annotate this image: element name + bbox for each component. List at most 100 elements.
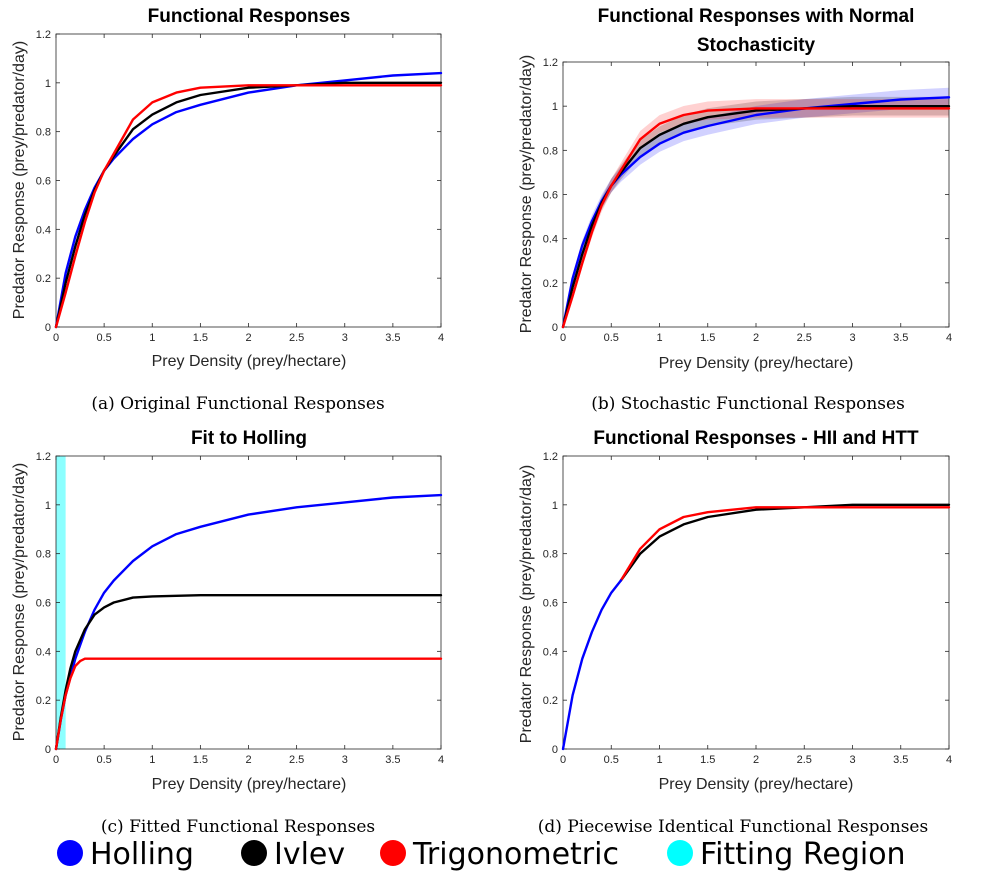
y-tick-label: 1.2 bbox=[36, 29, 51, 41]
fitting-region-shade bbox=[56, 456, 66, 749]
x-tick-label: 2 bbox=[753, 332, 759, 344]
x-tick-label: 2.5 bbox=[289, 332, 304, 344]
x-tick-label: 3.5 bbox=[385, 332, 400, 344]
x-tick-label: 1 bbox=[656, 754, 662, 766]
y-tick-label: 1.2 bbox=[543, 57, 558, 69]
axes-frame bbox=[562, 455, 950, 750]
band-ivlev bbox=[563, 96, 949, 328]
x-tick-label: 3.5 bbox=[893, 754, 908, 766]
panel-d-plot: 0 0.5 1 1.5 2 2.5 3 3.5 4 0 0.2 0.4 0.6 0.8 1 1.2 bbox=[543, 451, 952, 766]
series-line-trig bbox=[54, 84, 443, 329]
x-tick-label: 3.5 bbox=[385, 754, 400, 766]
y-tick-label: 1.2 bbox=[36, 451, 51, 463]
y-tick-label: 0.6 bbox=[36, 598, 51, 610]
x-tick-label: 1.5 bbox=[700, 754, 715, 766]
y-tick-label: 1 bbox=[45, 78, 51, 90]
x-tick-label: 4 bbox=[946, 332, 952, 344]
series-line-ivlev bbox=[54, 81, 443, 329]
x-tick-label: 1.5 bbox=[193, 754, 208, 766]
x-tick-label: 0.5 bbox=[96, 332, 111, 344]
legend-marker-fitting-region bbox=[667, 840, 693, 866]
y-tick-label: 0.6 bbox=[543, 190, 558, 202]
x-tick-label: 1.5 bbox=[193, 332, 208, 344]
series-line-ivlev bbox=[54, 594, 443, 751]
band-trig bbox=[563, 99, 949, 327]
series-line-holling bbox=[561, 96, 951, 329]
y-tick-label: 0.4 bbox=[36, 224, 51, 236]
y-tick-label: 0 bbox=[552, 744, 558, 756]
series-line-holling bbox=[54, 493, 443, 751]
x-tick-label: 0.5 bbox=[604, 754, 619, 766]
y-tick-label: 0.4 bbox=[543, 646, 558, 658]
series-line-ivlev bbox=[619, 503, 951, 582]
x-tick-label: 2 bbox=[753, 754, 759, 766]
panel-a: Functional Responses 0 0.5 1 1.5 2 2.5 3 3.5 400… bbox=[11, 6, 444, 414]
panel-b-title: Functional Responses with Normal bbox=[598, 6, 915, 27]
panel-b-caption: (b) Stochastic Functional Responses bbox=[591, 394, 905, 414]
panel-d-caption: (d) Piecewise Identical Functional Respo… bbox=[538, 817, 928, 837]
y-tick-label: 1.2 bbox=[543, 451, 558, 463]
legend-marker-ivlev bbox=[241, 840, 267, 866]
x-tick-label: 0 bbox=[560, 754, 566, 766]
legend-label-trigonometric: Trigonometric bbox=[412, 837, 619, 872]
x-tick-label: 1 bbox=[656, 332, 662, 344]
axes-frame bbox=[55, 33, 442, 328]
panel-b-title-line2: Stochasticity bbox=[697, 35, 816, 56]
panel-a-ylabel: Predator Response (prey/predator/day) bbox=[11, 41, 28, 319]
y-tick-label: 0.2 bbox=[543, 278, 558, 290]
x-tick-label: 3.5 bbox=[893, 332, 908, 344]
y-tick-label: 0.6 bbox=[543, 598, 558, 610]
band-holling bbox=[563, 87, 949, 327]
x-tick-label: 2 bbox=[245, 332, 251, 344]
x-tick-label: 3 bbox=[849, 754, 855, 766]
panel-d-xlabel: Prey Density (prey/hectare) bbox=[659, 776, 854, 793]
panel-c-caption: (c) Fitted Functional Responses bbox=[101, 817, 375, 837]
x-tick-label: 0 bbox=[53, 754, 59, 766]
y-tick-label: 0.8 bbox=[36, 127, 51, 139]
y-tick-label: 0.4 bbox=[543, 234, 558, 246]
y-tick-label: 0.8 bbox=[36, 549, 51, 561]
panel-b: Functional Responses with Normal Stochas… bbox=[518, 6, 952, 414]
panel-c-ylabel: Predator Response (prey/predator/day) bbox=[11, 463, 28, 741]
y-tick-label: 0.2 bbox=[543, 695, 558, 707]
x-tick-label: 1.5 bbox=[700, 332, 715, 344]
x-tick-label: 3 bbox=[849, 332, 855, 344]
x-tick-label: 2.5 bbox=[289, 754, 304, 766]
legend-label-ivlev: Ivlev bbox=[274, 837, 345, 872]
x-tick-label: 1 bbox=[149, 754, 155, 766]
series-line-trig bbox=[54, 657, 443, 751]
x-tick-label: 3 bbox=[342, 754, 348, 766]
panel-a-plot: 0 0.5 1 1.5 2 2.5 3 3.5 4 0 0.2 0.4 0.6 0.8 1 1.2 bbox=[36, 29, 444, 344]
y-tick-label: 0 bbox=[45, 322, 51, 334]
y-tick-label: 0 bbox=[552, 322, 558, 334]
y-tick-label: 0.6 bbox=[36, 176, 51, 188]
legend: Holling Ivlev Trigonometric Fitting Regi… bbox=[57, 837, 906, 872]
series-line-ivlev bbox=[561, 105, 951, 329]
panel-c-title: Fit to Holling bbox=[191, 428, 307, 449]
y-tick-label: 0.8 bbox=[543, 549, 558, 561]
panel-c: Fit to Holling 0 0.5 1 1.5 2 2.5 3 3.5 400.20.40… bbox=[11, 428, 444, 837]
y-tick-label: 1 bbox=[552, 500, 558, 512]
y-tick-label: 1 bbox=[552, 101, 558, 113]
series-line-trig bbox=[561, 107, 951, 329]
x-tick-label: 1 bbox=[149, 332, 155, 344]
panel-b-xlabel: Prey Density (prey/hectare) bbox=[659, 355, 854, 372]
legend-marker-trigonometric bbox=[380, 840, 406, 866]
panel-d-title: Functional Responses - HII and HTT bbox=[593, 428, 919, 449]
y-tick-label: 1 bbox=[45, 500, 51, 512]
panel-b-ylabel: Predator Response (prey/predator/day) bbox=[518, 55, 535, 333]
x-tick-label: 4 bbox=[946, 754, 952, 766]
x-tick-label: 2.5 bbox=[797, 754, 812, 766]
panel-c-xlabel: Prey Density (prey/hectare) bbox=[152, 776, 347, 793]
y-tick-label: 0.2 bbox=[36, 695, 51, 707]
panel-d: Functional Responses - HII and HTT 0 0.5 1… bbox=[518, 428, 952, 837]
x-tick-label: 3 bbox=[342, 332, 348, 344]
panel-a-caption: (a) Original Functional Responses bbox=[91, 394, 384, 414]
x-tick-label: 0 bbox=[560, 332, 566, 344]
x-tick-label: 2.5 bbox=[797, 332, 812, 344]
x-tick-label: 4 bbox=[438, 754, 444, 766]
x-tick-label: 2 bbox=[245, 754, 251, 766]
legend-label-holling: Holling bbox=[90, 837, 194, 872]
series-line-holling bbox=[54, 71, 443, 329]
